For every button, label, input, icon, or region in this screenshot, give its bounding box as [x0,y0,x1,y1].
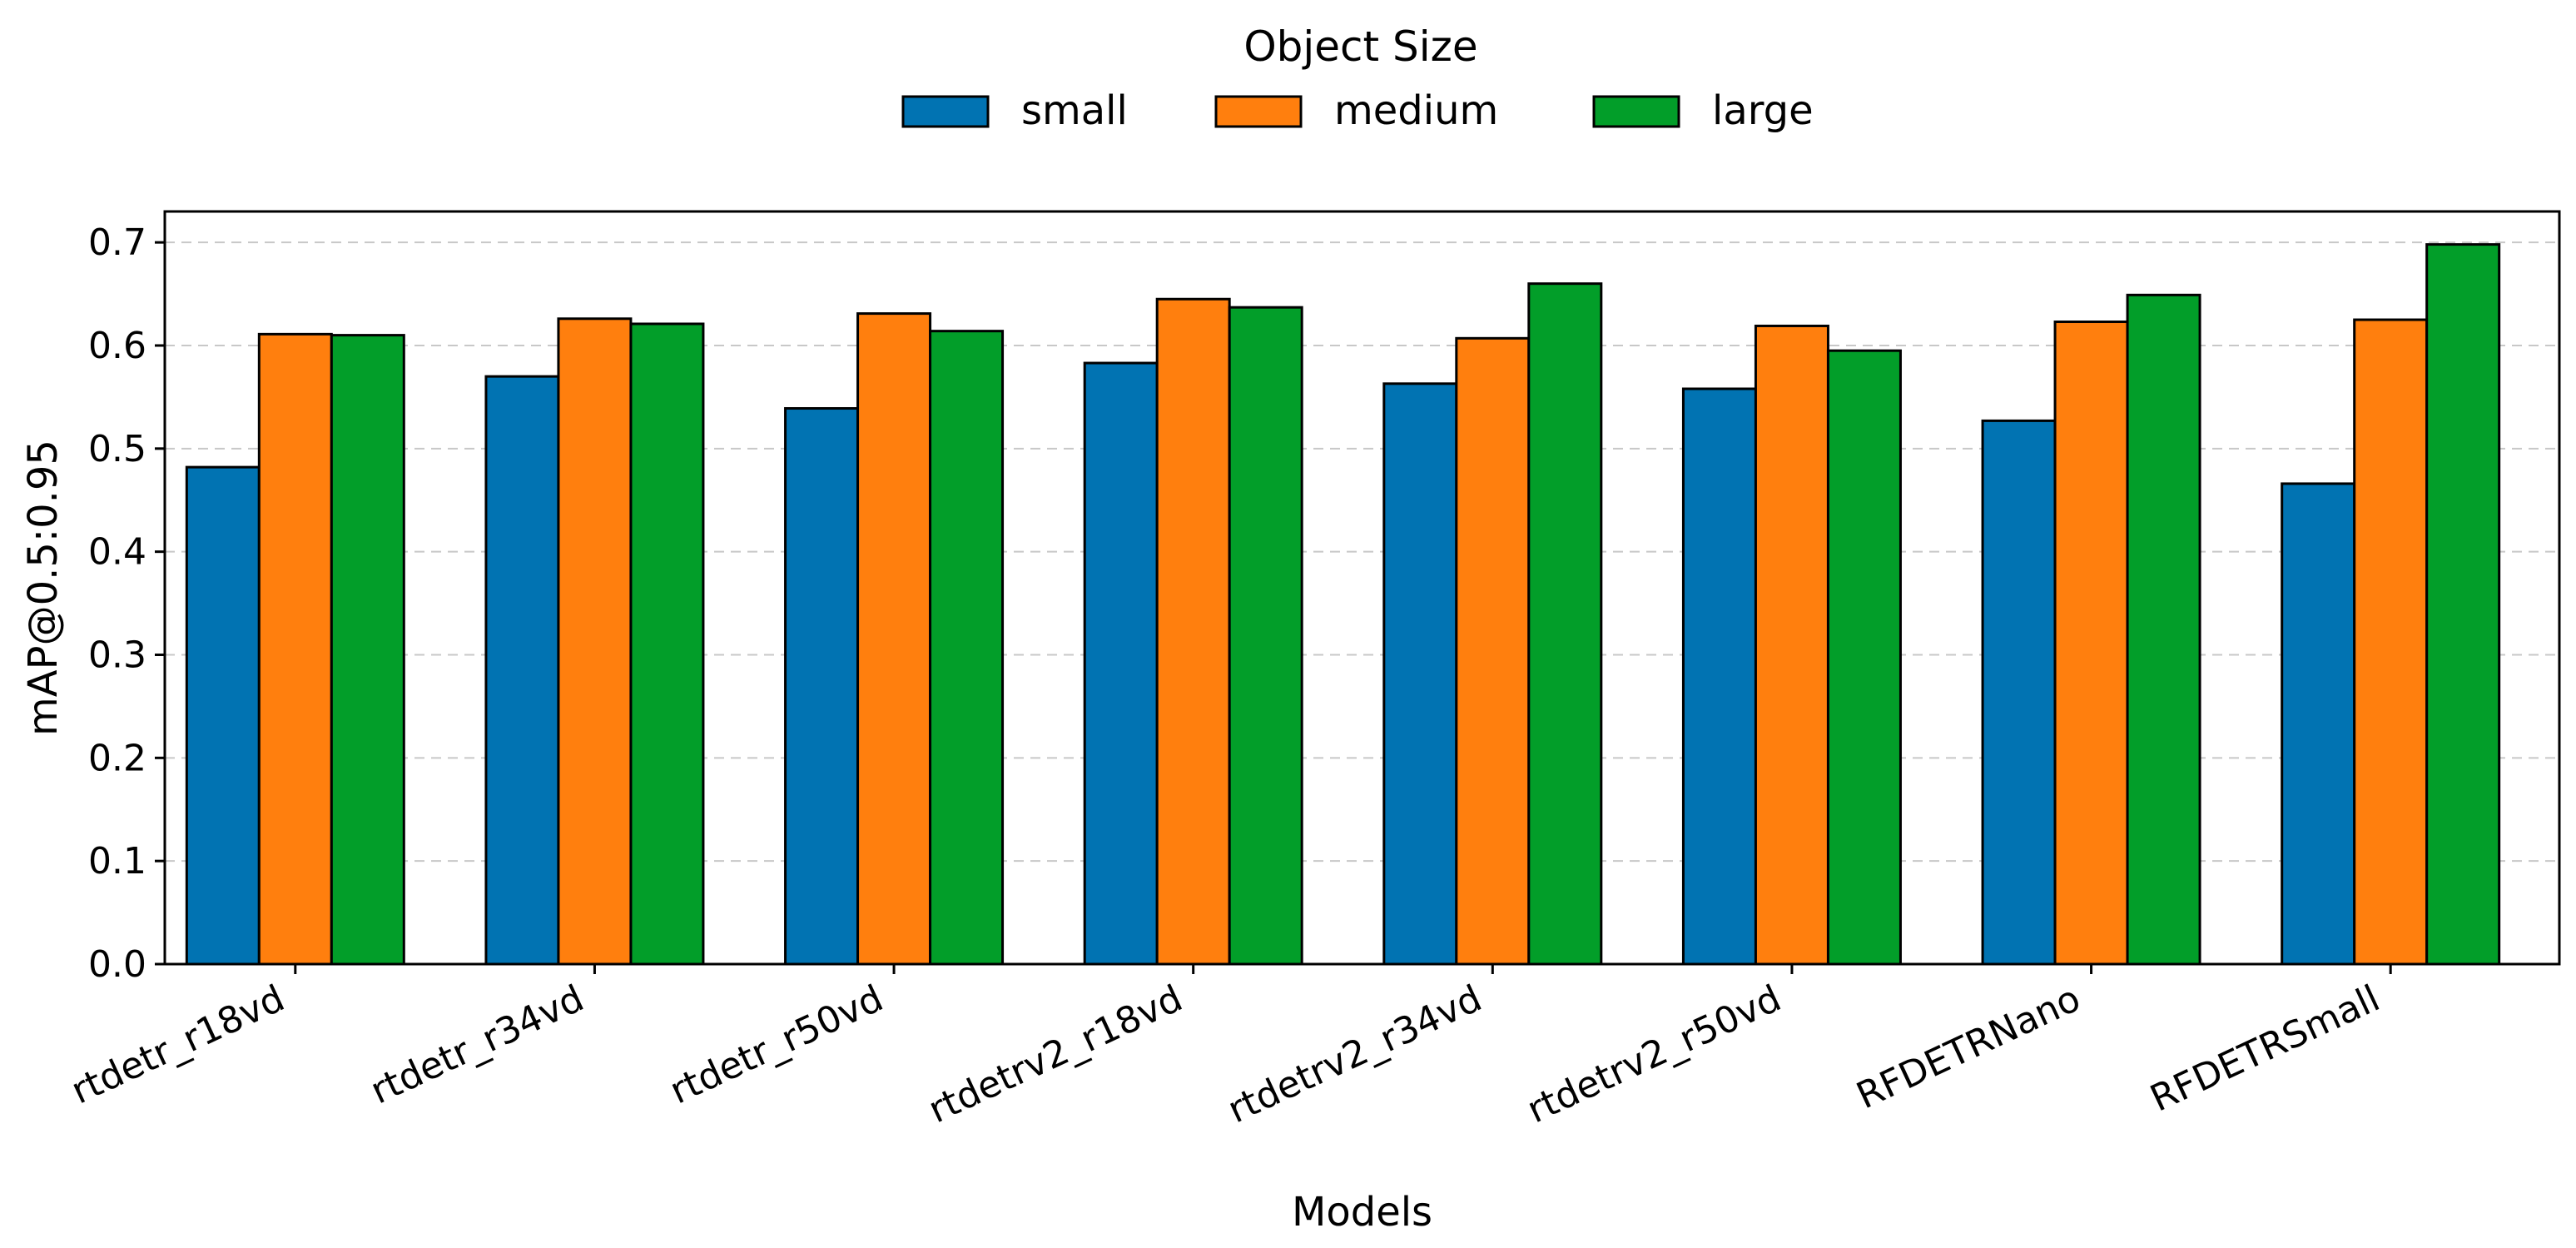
legend-label-medium: medium [1334,87,1498,134]
y-tick-label: 0.3 [88,634,146,676]
x-tick-label: rtdetr_r34vd [365,977,590,1113]
legend-swatch-large [1592,95,1680,128]
y-tick-label: 0.0 [88,943,146,986]
plot-frame [163,210,2561,966]
bar-small-rtdetrv2_r34vd [1382,382,1458,966]
y-tick-label: 0.6 [88,325,146,367]
legend-swatch-medium [1214,95,1303,128]
bar-small-rtdetrv2_r18vd [1083,361,1159,966]
bar-small-rtdetrv2_r50vd [1681,387,1757,966]
bar-small-rtdetr_r34vd [484,375,560,966]
bar-large-rtdetr_r34vd [629,322,705,966]
bar-medium-RFDETRSmall [2353,318,2429,966]
bar-large-rtdetrv2_r18vd [1228,306,1303,966]
bar-medium-rtdetr_r34vd [557,317,633,966]
legend-label-large: large [1712,87,1814,134]
y-tick-label: 0.1 [88,840,146,883]
y-tick-label: 0.4 [88,531,146,574]
bar-large-rtdetrv2_r34vd [1527,282,1603,966]
x-tick-label: RFDETRSmall [2144,977,2386,1121]
x-tick-label: rtdetrv2_r18vd [922,977,1189,1132]
bar-large-RFDETRNano [2126,293,2201,966]
x-tick-label: rtdetr_r18vd [65,977,290,1113]
legend-items: small medium large [901,87,1814,134]
y-tick-label: 0.5 [88,428,146,470]
y-axis-title: mAP@0.5:0.95 [20,440,67,736]
bar-small-rtdetr_r18vd [185,465,261,966]
bar-medium-rtdetr_r50vd [856,312,932,966]
x-tick-label: rtdetrv2_r34vd [1222,977,1488,1132]
legend-swatch-small [901,95,990,128]
bar-small-RFDETRSmall [2281,482,2356,966]
bars [185,243,2501,966]
bar-large-rtdetr_r50vd [929,330,1005,966]
bar-small-rtdetr_r50vd [784,407,860,966]
bar-medium-rtdetrv2_r18vd [1155,297,1231,966]
y-tick-label: 0.2 [88,737,146,779]
bar-medium-rtdetrv2_r34vd [1455,336,1531,966]
bar-medium-rtdetr_r18vd [257,332,333,966]
bar-medium-RFDETRNano [2053,321,2129,966]
bar-small-RFDETRNano [1981,419,2057,966]
x-axis-title: Models [1292,1189,1432,1236]
x-axis-ticks: rtdetr_r18vd rtdetr_r34vd rtdetr_r50vd rtde… [65,964,2392,1132]
x-tick-label: RFDETRNano [1850,977,2087,1118]
bar-large-RFDETRSmall [2425,243,2501,966]
y-axis-ticks: 0.0 0.1 0.2 0.3 0.4 0.5 0.6 0.7 [88,221,165,986]
legend-title: Object Size [1243,22,1477,71]
legend: Object Size small medium large [901,22,1814,134]
x-tick-label: rtdetr_r50vd [663,977,889,1113]
y-tick-label: 0.7 [88,221,146,264]
x-tick-label: rtdetrv2_r50vd [1521,977,1787,1132]
legend-label-small: small [1021,87,1128,134]
bar-large-rtdetr_r18vd [330,334,405,966]
bar-large-rtdetrv2_r50vd [1826,349,1902,966]
bar-medium-rtdetrv2_r50vd [1754,324,1829,966]
